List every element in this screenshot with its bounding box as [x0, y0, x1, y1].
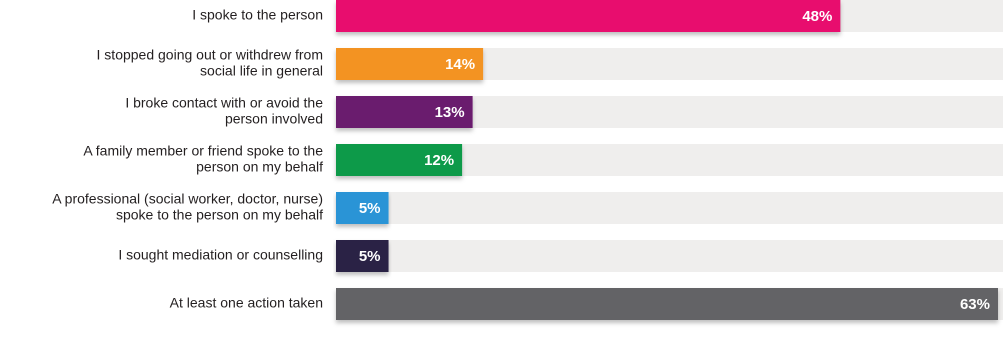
track — [336, 192, 1003, 224]
category-label: I stopped going out or withdrew from — [97, 47, 323, 63]
category-label: spoke to the person on my behalf — [116, 207, 323, 223]
bar — [336, 96, 473, 128]
value-label: 13% — [435, 104, 465, 121]
value-label: 48% — [802, 8, 832, 25]
bar — [336, 192, 389, 224]
bar — [336, 144, 463, 176]
value-label: 12% — [424, 152, 454, 169]
track — [336, 240, 1003, 272]
value-label: 14% — [445, 56, 475, 73]
bar — [336, 0, 841, 32]
value-label: 5% — [359, 200, 381, 217]
category-label: social life in general — [200, 63, 323, 79]
category-label: I broke contact with or avoid the — [125, 95, 323, 111]
bar — [336, 240, 389, 272]
category-label: I spoke to the person — [192, 7, 323, 23]
bar — [336, 288, 998, 320]
category-label: A professional (social worker, doctor, n… — [52, 191, 323, 207]
value-label: 5% — [359, 248, 381, 265]
category-label: person involved — [225, 111, 323, 127]
category-label: At least one action taken — [170, 295, 323, 311]
bar — [336, 48, 484, 80]
category-label: person on my behalf — [196, 159, 323, 175]
value-label: 63% — [960, 296, 990, 313]
category-label: A family member or friend spoke to the — [83, 143, 323, 159]
category-label: I sought mediation or counselling — [118, 247, 323, 263]
